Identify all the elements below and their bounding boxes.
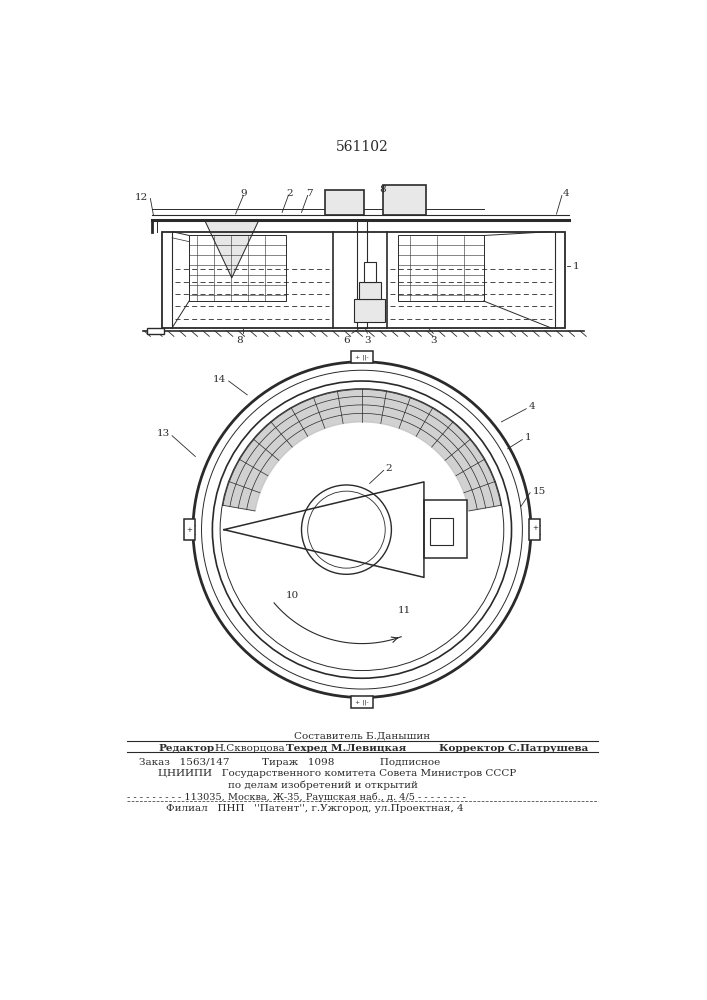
Bar: [354, 299, 385, 322]
Bar: [184, 519, 194, 540]
Polygon shape: [222, 389, 502, 511]
Text: ЦНИИПИ   Государственного комитета Совета Министров СССР: ЦНИИПИ Государственного комитета Совета …: [158, 769, 516, 778]
Bar: [363, 262, 376, 282]
Text: 3: 3: [430, 336, 436, 345]
Text: Составитель Б.Данышин: Составитель Б.Данышин: [294, 732, 430, 740]
Text: 2: 2: [385, 464, 392, 473]
Text: 1: 1: [573, 262, 579, 271]
Text: 2: 2: [286, 189, 293, 198]
Text: 8: 8: [380, 185, 386, 194]
Text: 4: 4: [529, 402, 535, 411]
Bar: [351, 696, 373, 708]
Text: Редактор: Редактор: [158, 744, 214, 753]
Text: 4: 4: [563, 189, 569, 198]
Text: 15: 15: [532, 487, 546, 496]
Bar: [146, 328, 163, 334]
Text: 8: 8: [236, 336, 243, 345]
Bar: [383, 185, 426, 215]
Text: 12: 12: [135, 192, 148, 202]
Bar: [430, 518, 453, 545]
Text: Заказ   1563/147          Тираж   1098              Подписное: Заказ 1563/147 Тираж 1098 Подписное: [139, 758, 440, 767]
Text: Техред М.Левицкая: Техред М.Левицкая: [286, 744, 407, 753]
Bar: [162, 232, 565, 328]
Bar: [189, 235, 286, 301]
Polygon shape: [204, 220, 259, 278]
Text: 6: 6: [343, 336, 350, 345]
Text: 9: 9: [240, 189, 247, 198]
Text: 561102: 561102: [336, 140, 388, 154]
Text: +: +: [186, 527, 192, 533]
Text: + ||-: + ||-: [355, 699, 369, 705]
Text: 10: 10: [286, 591, 299, 600]
Bar: [351, 351, 373, 363]
Polygon shape: [224, 482, 424, 577]
Text: 13: 13: [156, 429, 170, 438]
Text: 3: 3: [364, 336, 370, 345]
Text: Н.Скворцова: Н.Скворцова: [215, 744, 286, 753]
Text: + ||-: + ||-: [355, 354, 369, 360]
Bar: [325, 190, 363, 215]
Text: 7: 7: [306, 189, 312, 198]
Text: 14: 14: [213, 375, 226, 384]
Text: 11: 11: [398, 606, 411, 615]
Text: Корректор С.Патрушева: Корректор С.Патрушева: [440, 744, 589, 753]
Bar: [424, 500, 467, 558]
Text: Филиал   ПНП   ''Патент'', г.Ужгород, ул.Проектная, 4: Филиал ПНП ''Патент'', г.Ужгород, ул.Про…: [166, 804, 464, 813]
Text: 1: 1: [525, 433, 532, 442]
Text: +: +: [532, 525, 539, 531]
Bar: [398, 235, 484, 301]
Bar: [530, 519, 540, 540]
Text: - - - - - - - - - 113035, Москва, Ж-35, Раушская наб., д. 4/5 - - - - - - - -: - - - - - - - - - 113035, Москва, Ж-35, …: [127, 792, 469, 802]
Bar: [359, 282, 380, 299]
Text: по делам изобретений и открытий: по делам изобретений и открытий: [228, 781, 418, 790]
